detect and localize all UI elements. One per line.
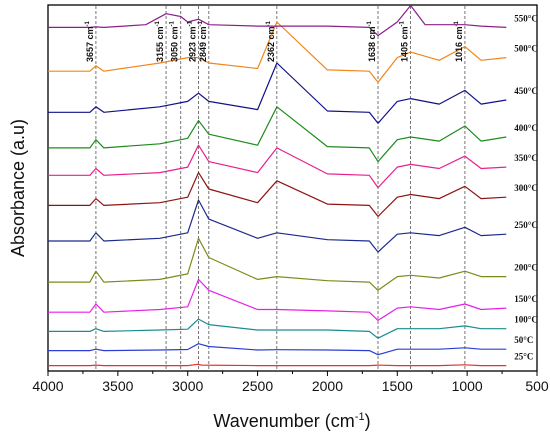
x-tick-label: 2000 [312, 378, 343, 394]
peak-label: 2923 cm-1 [187, 20, 197, 62]
x-axis-ticks: 4000 3500 3000 2500 2000 1500 1000 500 [32, 371, 549, 394]
x-axis-title: Wavenumber (cm-1) [213, 411, 370, 431]
y-axis-title: Absorbance (a.u) [8, 119, 28, 257]
spectrum-line [48, 4, 507, 37]
spectrum-line [48, 172, 507, 217]
x-axis-title-sup: -1 [355, 411, 365, 423]
temperature-label: 200°C [514, 263, 538, 273]
x-tick-label: 4000 [32, 378, 63, 394]
peak-label-sup: -1 [85, 20, 91, 26]
temperature-label: 150°C [514, 294, 538, 304]
spectrum-line [48, 343, 507, 356]
temperature-label: 400°C [514, 123, 538, 133]
peak-label: 3050 cm-1 [170, 20, 180, 62]
temperature-label: 100°C [514, 315, 538, 325]
spectrum-line [48, 62, 507, 124]
peak-label: 3155 cm-1 [155, 20, 165, 62]
spectrum-line [48, 318, 507, 339]
peak-label-sup: -1 [266, 20, 272, 26]
spectrum-line [48, 278, 507, 321]
peak-label: 1638 cm-1 [367, 20, 377, 62]
peak-label-sup: -1 [155, 20, 161, 26]
spectrum-line [48, 144, 507, 189]
spectrum-line [48, 21, 507, 83]
peak-label-value: 3657 cm [85, 26, 95, 62]
temperature-label: 450°C [514, 86, 538, 96]
peak-marker-lines [95, 6, 466, 370]
peak-label-value: 1016 cm [454, 26, 464, 62]
spectrum-line [48, 199, 507, 253]
x-tick-label: 500 [525, 378, 549, 394]
x-axis-title-main: Wavenumber (cm [213, 411, 354, 431]
peak-label: 2362 cm-1 [266, 20, 276, 62]
peak-label-value: 2362 cm [266, 26, 276, 62]
peak-label-sup: -1 [187, 20, 193, 26]
peak-label: 3657 cm-1 [85, 20, 95, 62]
peak-label-sup: -1 [170, 20, 176, 26]
peak-label: 2849 cm-1 [198, 20, 208, 62]
peak-label-sup: -1 [454, 20, 460, 26]
x-tick-label: 3500 [102, 378, 133, 394]
temperature-label: 300°C [514, 183, 538, 193]
peak-label-sup: -1 [367, 20, 373, 26]
temperature-label: 500°C [514, 44, 538, 54]
temperature-label: 350°C [514, 153, 538, 163]
spectrum-line [48, 363, 507, 367]
x-axis-title-end: ) [365, 411, 371, 431]
peak-label-value: 3050 cm [170, 26, 180, 62]
temperature-label: 250°C [514, 220, 538, 230]
peak-label-value: 3155 cm [155, 26, 165, 62]
x-tick-label: 3000 [172, 378, 203, 394]
temperature-label: 50°C [514, 335, 533, 345]
x-tick-label: 1500 [382, 378, 413, 394]
peak-label-value: 1405 cm [400, 26, 410, 62]
spectra-series [48, 4, 507, 367]
temperature-label: 550°C [514, 13, 538, 23]
x-tick-label: 2500 [242, 378, 273, 394]
spectrum-line [48, 237, 507, 291]
peak-label: 1016 cm-1 [454, 20, 464, 62]
temperature-label: 25°C [514, 352, 533, 362]
peak-label-value: 2923 cm [187, 26, 197, 62]
spectrum-line [48, 106, 507, 163]
peak-label: 1405 cm-1 [400, 20, 410, 62]
temperature-labels: 25°C 50°C 100°C 150°C 200°C 250°C 300°C 350°C 40… [514, 13, 538, 361]
x-tick-label: 1000 [452, 378, 483, 394]
peak-label-value: 2849 cm [198, 26, 208, 62]
peak-label-value: 1638 cm [367, 26, 377, 62]
peak-label-sup: -1 [198, 20, 204, 26]
peak-label-sup: -1 [400, 20, 406, 26]
